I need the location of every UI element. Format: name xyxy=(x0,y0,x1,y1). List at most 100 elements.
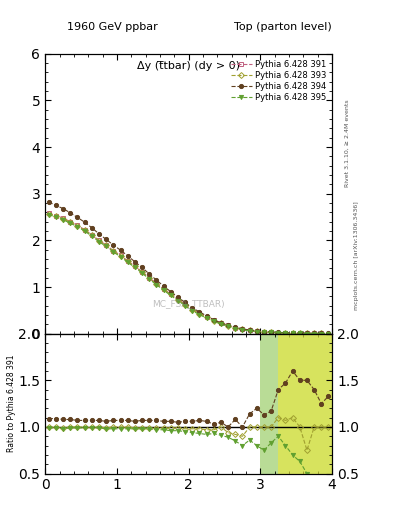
Pythia 6.428 391 xyxy=(68,219,73,225)
Pythia 6.428 395 xyxy=(104,243,108,249)
Pythia 6.428 393 xyxy=(197,310,202,316)
Pythia 6.428 391 xyxy=(254,328,259,334)
Pythia 6.428 394 xyxy=(283,330,288,336)
Pythia 6.428 393 xyxy=(305,330,309,336)
Pythia 6.428 391 xyxy=(298,330,302,336)
Pythia 6.428 394 xyxy=(140,264,144,270)
Pythia 6.428 391 xyxy=(125,258,130,264)
Pythia 6.428 395 xyxy=(219,321,223,327)
Pythia 6.428 393 xyxy=(118,253,123,259)
Pythia 6.428 391 xyxy=(319,330,324,336)
Pythia 6.428 395 xyxy=(197,311,202,317)
Pythia 6.428 391 xyxy=(90,232,94,238)
Pythia 6.428 394 xyxy=(197,309,202,315)
Pythia 6.428 395 xyxy=(46,211,51,218)
Pythia 6.428 394 xyxy=(104,237,108,243)
Pythia 6.428 393 xyxy=(104,242,108,248)
Pythia 6.428 393 xyxy=(97,238,101,244)
Pythia 6.428 395 xyxy=(269,329,274,335)
Pythia 6.428 391 xyxy=(176,296,180,302)
Pythia 6.428 393 xyxy=(161,286,166,292)
Pythia 6.428 393 xyxy=(269,329,274,335)
Pythia 6.428 391 xyxy=(75,222,80,228)
Pythia 6.428 394 xyxy=(240,326,245,332)
Pythia 6.428 395 xyxy=(183,303,187,309)
Pythia 6.428 393 xyxy=(190,307,195,313)
Text: mcplots.cern.ch [arXiv:1306.3436]: mcplots.cern.ch [arXiv:1306.3436] xyxy=(354,202,359,310)
Pythia 6.428 395 xyxy=(168,292,173,298)
Pythia 6.428 394 xyxy=(226,322,230,328)
Pythia 6.428 393 xyxy=(183,302,187,308)
Pythia 6.428 393 xyxy=(204,314,209,321)
Pythia 6.428 393 xyxy=(82,227,87,233)
Pythia 6.428 391 xyxy=(233,325,238,331)
Pythia 6.428 395 xyxy=(312,330,316,336)
Pythia 6.428 393 xyxy=(68,219,73,225)
Pythia 6.428 394 xyxy=(262,329,266,335)
Pythia 6.428 395 xyxy=(140,270,144,276)
Pythia 6.428 395 xyxy=(190,308,195,314)
Pythia 6.428 394 xyxy=(68,210,73,216)
Pythia 6.428 393 xyxy=(262,329,266,335)
Pythia 6.428 394 xyxy=(125,253,130,259)
Pythia 6.428 391 xyxy=(97,237,101,243)
Pythia 6.428 394 xyxy=(305,330,309,336)
Pythia 6.428 395 xyxy=(240,327,245,333)
Bar xyxy=(278,334,332,474)
Pythia 6.428 393 xyxy=(154,281,159,287)
Text: Top (parton level): Top (parton level) xyxy=(234,22,332,32)
Pythia 6.428 393 xyxy=(254,328,259,334)
Pythia 6.428 393 xyxy=(75,223,80,229)
Pythia 6.428 391 xyxy=(226,322,230,328)
Pythia 6.428 394 xyxy=(211,316,216,323)
Pythia 6.428 391 xyxy=(53,212,58,219)
Pythia 6.428 393 xyxy=(319,330,324,336)
Pythia 6.428 391 xyxy=(269,329,274,335)
Pythia 6.428 394 xyxy=(233,324,238,330)
Pythia 6.428 395 xyxy=(154,282,159,288)
Pythia 6.428 394 xyxy=(46,199,51,205)
Legend: Pythia 6.428 391, Pythia 6.428 393, Pythia 6.428 394, Pythia 6.428 395: Pythia 6.428 391, Pythia 6.428 393, Pyth… xyxy=(229,58,328,103)
Pythia 6.428 394 xyxy=(319,330,324,336)
Pythia 6.428 391 xyxy=(283,330,288,336)
Pythia 6.428 391 xyxy=(190,306,195,312)
Pythia 6.428 395 xyxy=(204,315,209,322)
Pythia 6.428 394 xyxy=(154,277,159,283)
Pythia 6.428 391 xyxy=(197,310,202,316)
Pythia 6.428 391 xyxy=(305,330,309,336)
Pythia 6.428 395 xyxy=(276,330,281,336)
Text: 1960 GeV ppbar: 1960 GeV ppbar xyxy=(67,22,158,32)
Pythia 6.428 394 xyxy=(118,247,123,253)
Pythia 6.428 394 xyxy=(147,271,152,277)
Pythia 6.428 391 xyxy=(211,317,216,323)
Pythia 6.428 393 xyxy=(247,327,252,333)
Pythia 6.428 393 xyxy=(298,330,302,336)
Pythia 6.428 395 xyxy=(298,330,302,336)
Pythia 6.428 394 xyxy=(97,231,101,237)
Pythia 6.428 395 xyxy=(283,330,288,336)
Pythia 6.428 395 xyxy=(254,329,259,335)
Pythia 6.428 395 xyxy=(111,249,116,255)
Pythia 6.428 393 xyxy=(312,330,316,336)
Pythia 6.428 394 xyxy=(276,329,281,335)
Pythia 6.428 391 xyxy=(168,291,173,297)
Pythia 6.428 393 xyxy=(233,325,238,331)
Pythia 6.428 395 xyxy=(176,297,180,304)
Line: Pythia 6.428 393: Pythia 6.428 393 xyxy=(47,211,331,335)
Pythia 6.428 393 xyxy=(132,263,137,269)
Pythia 6.428 391 xyxy=(262,329,266,335)
Pythia 6.428 394 xyxy=(82,219,87,225)
Pythia 6.428 391 xyxy=(276,330,281,336)
Pythia 6.428 391 xyxy=(290,330,295,336)
Pythia 6.428 394 xyxy=(75,215,80,221)
Pythia 6.428 395 xyxy=(68,220,73,226)
Pythia 6.428 395 xyxy=(118,253,123,260)
Pythia 6.428 393 xyxy=(61,216,66,222)
Pythia 6.428 395 xyxy=(319,331,324,337)
Pythia 6.428 391 xyxy=(147,274,152,281)
Pythia 6.428 394 xyxy=(168,289,173,295)
Pythia 6.428 393 xyxy=(46,211,51,217)
Pythia 6.428 393 xyxy=(111,248,116,254)
Pythia 6.428 394 xyxy=(90,225,94,231)
Pythia 6.428 394 xyxy=(269,329,274,335)
